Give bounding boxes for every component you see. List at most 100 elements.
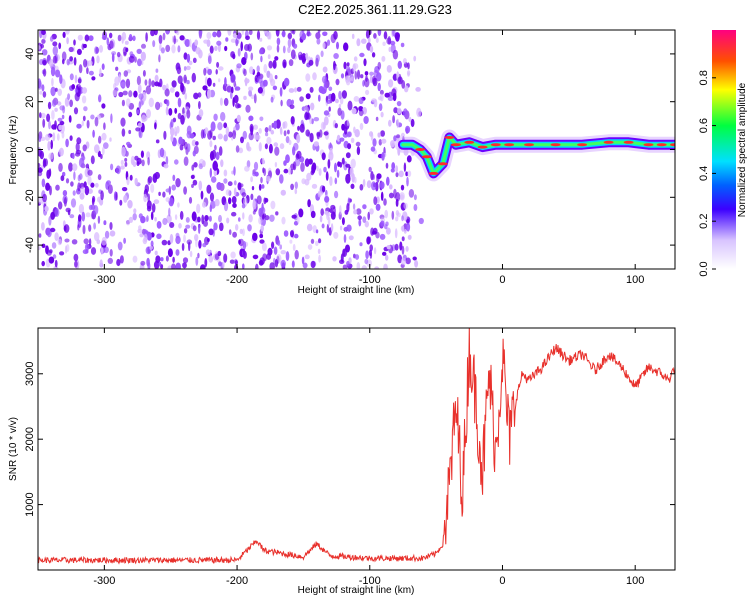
noise-speckle <box>253 161 259 171</box>
noise-speckle <box>41 243 46 248</box>
noise-speckle <box>174 159 179 165</box>
noise-speckle <box>177 112 182 120</box>
noise-speckle <box>181 85 186 95</box>
noise-speckle <box>159 78 163 88</box>
noise-speckle <box>392 49 399 60</box>
noise-speckle <box>60 175 65 182</box>
noise-speckle <box>136 75 141 86</box>
noise-speckle <box>245 104 251 113</box>
noise-speckle <box>40 112 46 119</box>
noise-speckle <box>242 240 247 250</box>
noise-speckle <box>264 143 268 150</box>
noise-speckle <box>145 85 152 95</box>
noise-speckle <box>124 40 129 45</box>
noise-speckle <box>312 225 317 234</box>
noise-speckle <box>306 30 310 37</box>
noise-speckle <box>291 99 294 105</box>
noise-speckle <box>140 260 146 266</box>
noise-speckle <box>85 212 91 218</box>
signal-track-peak <box>524 143 534 147</box>
signal-track-peak <box>623 140 634 144</box>
noise-speckle <box>136 161 140 167</box>
noise-speckle <box>158 261 162 266</box>
noise-speckle <box>57 238 62 246</box>
noise-speckle <box>310 260 316 269</box>
noise-speckle <box>373 99 378 108</box>
noise-speckle <box>383 31 388 40</box>
noise-speckle <box>386 65 392 73</box>
noise-speckle <box>395 165 398 173</box>
noise-speckle <box>412 256 417 261</box>
noise-speckle <box>392 115 395 124</box>
noise-speckle <box>101 146 105 156</box>
signal-track <box>394 129 675 182</box>
noise-speckle <box>243 68 247 77</box>
noise-speckle <box>174 107 178 114</box>
noise-speckle <box>144 79 148 86</box>
snr-y-axis-label: SNR (10 * v/v) <box>8 417 19 481</box>
noise-speckle <box>231 86 234 94</box>
noise-speckle <box>320 50 324 58</box>
noise-speckle <box>397 60 402 69</box>
noise-speckle <box>299 96 304 102</box>
noise-speckle <box>88 35 94 42</box>
noise-speckle <box>233 180 237 186</box>
noise-speckle <box>76 123 82 129</box>
noise-speckle <box>321 185 326 193</box>
noise-speckle <box>341 217 345 226</box>
noise-speckle <box>195 47 201 55</box>
noise-speckle <box>63 197 67 207</box>
noise-speckle <box>38 246 41 251</box>
noise-speckle <box>147 262 151 269</box>
noise-speckle <box>275 30 280 37</box>
noise-speckle <box>193 92 199 100</box>
noise-speckle <box>239 228 243 235</box>
noise-speckle <box>405 246 409 252</box>
noise-speckle <box>275 211 279 216</box>
noise-speckle <box>216 40 222 46</box>
noise-speckle <box>224 45 228 52</box>
noise-speckle <box>369 75 373 84</box>
noise-speckle <box>158 191 161 196</box>
noise-speckle <box>183 52 188 60</box>
noise-speckle <box>321 152 326 161</box>
noise-speckle <box>78 214 82 222</box>
noise-speckle <box>279 87 283 97</box>
noise-speckle <box>191 72 196 83</box>
noise-speckle <box>207 55 212 65</box>
noise-speckle <box>290 116 295 125</box>
noise-speckle <box>333 60 336 71</box>
noise-speckle <box>290 30 294 34</box>
spectrogram-x-tick-label: -200 <box>226 274 248 286</box>
noise-speckle <box>182 257 189 264</box>
noise-speckle <box>109 249 113 257</box>
noise-speckle <box>62 190 68 197</box>
noise-speckle <box>42 158 47 168</box>
noise-speckle <box>97 215 101 224</box>
noise-speckle <box>355 141 361 147</box>
noise-speckle <box>187 143 191 153</box>
noise-speckle <box>215 69 218 75</box>
noise-speckle <box>46 113 51 123</box>
noise-speckle <box>59 74 63 85</box>
noise-speckle <box>279 126 283 135</box>
noise-speckle <box>121 187 128 192</box>
noise-speckle <box>334 162 337 173</box>
spectrogram-x-tick-label: 100 <box>626 274 644 286</box>
noise-speckle <box>263 30 268 33</box>
noise-speckle <box>42 193 47 203</box>
noise-speckle <box>218 66 224 71</box>
spectrogram-y-tick-label: 0 <box>24 146 36 152</box>
noise-speckle <box>120 165 125 170</box>
noise-speckle <box>266 45 273 51</box>
noise-speckle <box>77 182 81 192</box>
noise-speckle <box>188 38 192 48</box>
noise-speckle <box>316 165 319 172</box>
noise-speckle <box>402 58 407 64</box>
noise-speckle <box>337 161 341 167</box>
noise-speckle <box>156 221 162 229</box>
noise-speckle <box>121 36 124 44</box>
noise-speckle <box>41 38 46 44</box>
noise-speckle <box>207 88 212 99</box>
noise-speckle <box>130 155 135 166</box>
